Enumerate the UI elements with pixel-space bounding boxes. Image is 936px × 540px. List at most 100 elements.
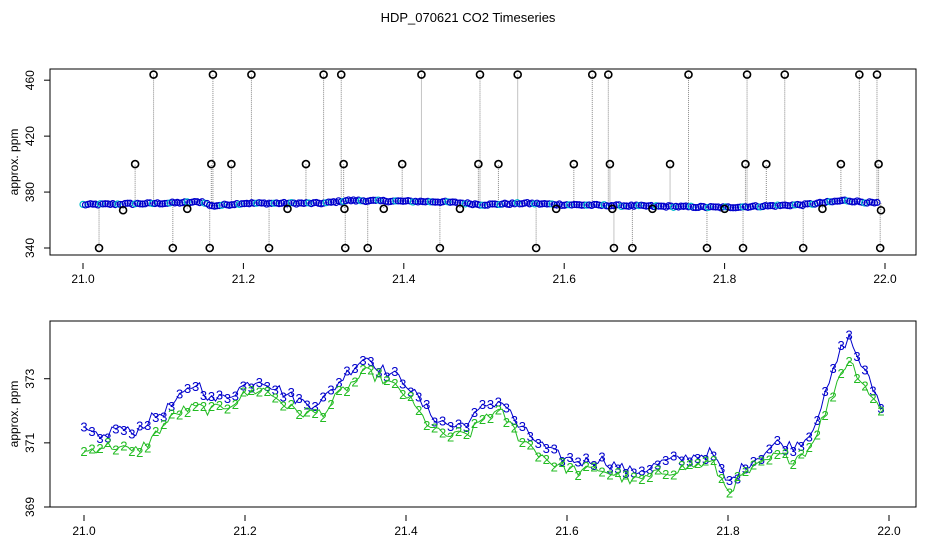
- bottom-series-marker-3: 3: [590, 458, 597, 473]
- bottom-series-marker-2: 2: [256, 385, 263, 400]
- bottom-x-tick-label: 22.0: [877, 524, 901, 538]
- bottom-series-marker-2: 2: [200, 399, 207, 414]
- bottom-series-marker-3: 3: [710, 449, 717, 464]
- top-outlier-point: [628, 243, 637, 253]
- bottom-series-marker-2: 2: [327, 397, 334, 412]
- bottom-series-marker-2: 2: [375, 365, 382, 380]
- top-baseline-point: [181, 198, 189, 206]
- bottom-series-marker-3: 3: [304, 397, 311, 412]
- top-baseline-point: [843, 197, 851, 205]
- bottom-series-marker-3: 3: [845, 328, 852, 343]
- bottom-series-marker-3: 3: [750, 454, 757, 469]
- bottom-series-marker-3: 3: [288, 385, 295, 400]
- top-outlier-point: [397, 159, 407, 169]
- bottom-series-marker-2: 2: [734, 469, 741, 484]
- bottom-series-marker-3: 3: [280, 389, 287, 404]
- top-outlier-point: [684, 70, 693, 79]
- top-baseline-point: [357, 197, 365, 205]
- top-panel: approx. ppm 21.0 21.2 21.4 21.6 21.8 22.0 340 3…: [7, 68, 917, 286]
- top-outlier-point: [742, 70, 752, 79]
- bottom-series-line-2: [84, 360, 882, 494]
- top-baseline-point: [545, 200, 554, 208]
- bottom-series-marker-2: 2: [335, 383, 342, 398]
- bottom-series-marker-2: 2: [822, 408, 829, 423]
- top-baseline-point: [101, 200, 109, 208]
- bottom-series-marker-2: 2: [96, 441, 103, 456]
- bottom-series-marker-2: 2: [638, 472, 645, 487]
- top-baseline-point: [722, 203, 730, 211]
- bottom-series-marker-2: 2: [447, 430, 454, 445]
- top-baseline-point: [516, 200, 524, 208]
- top-baseline-point: [295, 199, 303, 207]
- bottom-series-marker-3: 3: [654, 458, 661, 473]
- bottom-series-marker-2: 2: [104, 435, 111, 450]
- top-baseline-point: [394, 197, 402, 205]
- bottom-series-marker-2: 2: [758, 453, 765, 468]
- top-outlier-point: [780, 70, 790, 79]
- top-x-tick-label: 21.2: [232, 272, 256, 286]
- bottom-series-marker-2: 2: [112, 443, 119, 458]
- top-outlier-point: [855, 70, 864, 79]
- bottom-series-marker-3: 3: [519, 419, 526, 434]
- top-baseline-point: [389, 197, 397, 205]
- top-baseline-point: [369, 196, 377, 204]
- bottom-series-marker-2: 2: [296, 407, 303, 422]
- top-baseline-point: [712, 203, 720, 211]
- bottom-series-marker-2: 2: [431, 420, 438, 435]
- bottom-series-marker-2: 2: [662, 467, 669, 482]
- bottom-series-marker-3: 3: [806, 430, 813, 445]
- top-baseline-point: [163, 199, 171, 207]
- bottom-series-marker-3: 3: [439, 414, 446, 429]
- top-baseline-point: [392, 197, 400, 205]
- top-baseline-point: [779, 201, 787, 209]
- top-baseline-point: [563, 201, 571, 209]
- bottom-series-marker-3: 3: [152, 410, 159, 425]
- bottom-series-marker-3: 3: [88, 424, 95, 439]
- top-baseline-point: [766, 202, 774, 210]
- top-outlier-point: [336, 70, 346, 79]
- top-baseline-point: [761, 201, 769, 210]
- top-baseline-point: [399, 197, 407, 205]
- bottom-series-marker-2: 2: [702, 454, 709, 469]
- bottom-series-marker-2: 2: [598, 464, 605, 479]
- bottom-series-marker-3: 3: [264, 379, 271, 394]
- bottom-series-marker-2: 2: [750, 458, 757, 473]
- bottom-series-marker-3: 3: [702, 452, 709, 467]
- top-baseline-point: [156, 200, 164, 208]
- bottom-series-marker-2: 2: [311, 406, 318, 421]
- bottom-series-marker-3: 3: [551, 442, 558, 457]
- bottom-series-marker-3: 3: [837, 338, 844, 353]
- bottom-series-marker-3: 3: [614, 462, 621, 477]
- bottom-series-marker-3: 3: [742, 461, 749, 476]
- top-baseline-point: [719, 203, 727, 211]
- top-y-tick-label: 380: [23, 182, 37, 202]
- bottom-series-marker-3: 3: [431, 414, 438, 429]
- bottom-series-marker-3: 3: [853, 349, 860, 364]
- bottom-series-marker-2: 2: [742, 464, 749, 479]
- bottom-series-marker-2: 2: [869, 391, 876, 406]
- bottom-series-marker-3: 3: [766, 442, 773, 457]
- bottom-series-marker-3: 3: [343, 363, 350, 378]
- bottom-series-marker-2: 2: [176, 408, 183, 423]
- bottom-series-marker-2: 2: [224, 402, 231, 417]
- bottom-series-marker-3: 3: [527, 429, 534, 444]
- bottom-series-marker-3: 3: [479, 397, 486, 412]
- bottom-series-marker-3: 3: [567, 450, 574, 465]
- bottom-series-marker-3: 3: [208, 389, 215, 404]
- bottom-series-marker-3: 3: [200, 388, 207, 403]
- bottom-series-marker-2: 2: [479, 412, 486, 427]
- bottom-series-marker-3: 3: [335, 375, 342, 390]
- top-baseline-point: [486, 200, 494, 208]
- bottom-x-tick-label: 21.0: [72, 524, 96, 538]
- top-baseline-point: [431, 198, 439, 206]
- bottom-series-marker-2: 2: [853, 371, 860, 386]
- bottom-series-marker-3: 3: [104, 431, 111, 446]
- top-baseline-point: [238, 200, 246, 208]
- bottom-series-marker-2: 2: [814, 428, 821, 443]
- top-baseline-point: [580, 201, 588, 209]
- top-baseline-point: [707, 203, 715, 211]
- bottom-series-marker-2: 2: [463, 427, 470, 442]
- bottom-series-marker-3: 3: [511, 413, 518, 428]
- bottom-series-marker-3: 3: [686, 454, 693, 469]
- bottom-series-marker-3: 3: [367, 354, 374, 369]
